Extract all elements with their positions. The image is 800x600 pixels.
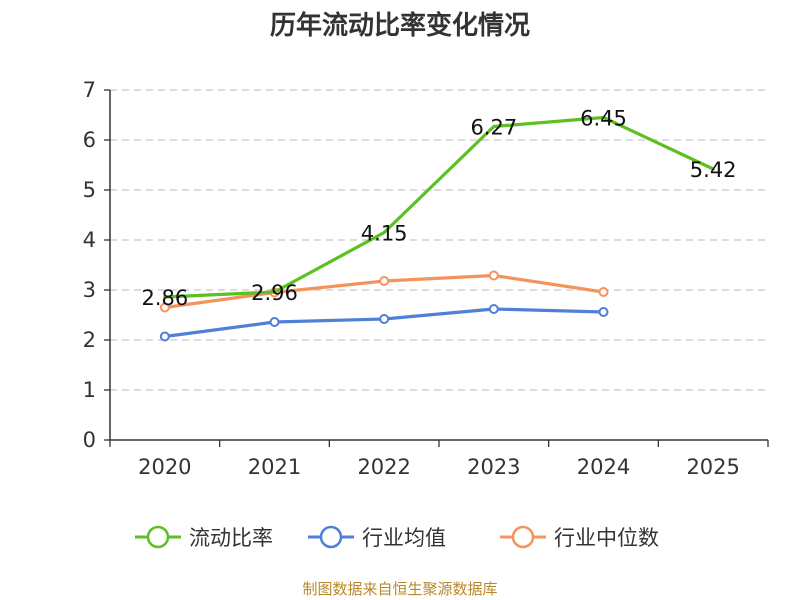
series-2-point-2023 (488, 270, 499, 281)
series-lines (159, 115, 715, 342)
chart-title: 历年流动比率变化情况 (270, 10, 530, 41)
y-tick-label-1: 1 (83, 378, 96, 402)
legend: 流动比率 行业均值 行业中位数 (135, 525, 659, 550)
series-2-point-2022 (379, 276, 390, 286)
legend-label-2: 行业中位数 (554, 526, 659, 550)
series-1-point-2023 (488, 304, 499, 314)
legend-label-0: 流动比率 (189, 526, 273, 550)
series-1-point-2024 (598, 307, 609, 317)
source-note: 制图数据来自恒生聚源数据库 (302, 580, 497, 598)
x-tick-label-2025: 2025 (686, 455, 739, 479)
series-2-point-2024 (598, 287, 609, 297)
data-label-2021: 2.96 (251, 281, 298, 305)
data-label-2025: 5.42 (690, 158, 737, 182)
grid-lines (110, 89, 768, 391)
x-tick-label-2024: 2024 (577, 455, 630, 479)
y-tick-label-4: 4 (83, 228, 96, 252)
data-label-2023: 6.27 (470, 116, 517, 140)
series-2-point-2020 (159, 302, 170, 313)
data-label-2024: 6.45 (580, 107, 627, 131)
x-tick-label-2020: 2020 (138, 455, 191, 479)
axes: 0 1 2 3 4 5 6 7 2020 2021 2022 2023 2024 2025 (83, 78, 769, 479)
series-1-point-2022 (379, 314, 390, 324)
y-tick-label-2: 2 (83, 328, 96, 352)
y-tick-label-7: 7 (83, 78, 96, 102)
y-tick-label-0: 0 (83, 428, 96, 452)
legend-marker-1 (319, 525, 343, 549)
data-labels: 2.86 2.96 4.15 6.27 6.45 5.42 (141, 107, 736, 311)
y-tick-label-3: 3 (83, 278, 96, 302)
data-label-2020: 2.86 (141, 286, 188, 310)
series-1-point-2021 (269, 317, 280, 327)
y-tick-label-5: 5 (83, 178, 96, 202)
data-label-2022: 4.15 (361, 222, 408, 246)
legend-marker-2 (511, 525, 535, 549)
y-tick-label-6: 6 (83, 128, 96, 152)
legend-marker-0 (146, 525, 170, 549)
legend-label-1: 行业均值 (362, 526, 446, 550)
x-tick-label-2023: 2023 (467, 455, 520, 479)
x-tick-label-2022: 2022 (357, 455, 410, 479)
x-tick-label-2021: 2021 (248, 455, 301, 479)
series-line-0 (163, 115, 715, 299)
series-1-point-2020 (159, 331, 170, 342)
